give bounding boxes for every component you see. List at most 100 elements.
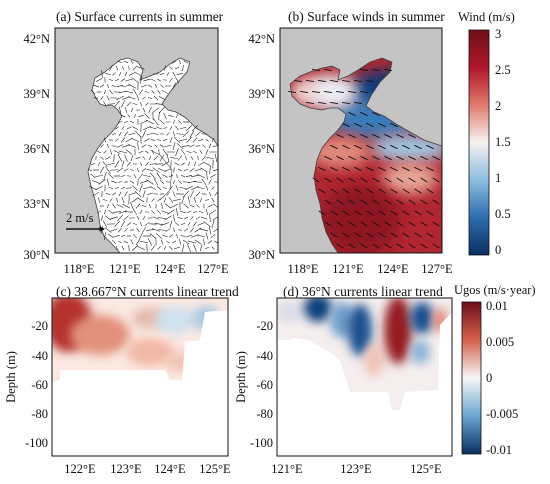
current-vector	[210, 233, 216, 239]
current-vector	[147, 97, 153, 99]
current-vector	[137, 197, 145, 203]
panel-d-lon-ticks: 121°E 123°E 125°E	[271, 462, 442, 476]
lon-tick: 124°E	[377, 262, 409, 276]
current-vector	[162, 127, 168, 129]
current-vector	[210, 174, 216, 178]
current-vector	[191, 175, 199, 177]
lon-tick: 118°E	[288, 262, 319, 276]
current-vector	[142, 130, 146, 138]
current-vector	[131, 126, 139, 130]
current-vector	[161, 90, 169, 94]
current-vector	[157, 216, 167, 220]
wind-vector	[390, 166, 398, 172]
wind-vector	[378, 232, 386, 238]
current-vector	[129, 120, 135, 124]
lat-tick: 36°N	[23, 142, 50, 156]
current-vector	[146, 192, 154, 196]
lat-tick: 39°N	[248, 87, 275, 101]
wind-vector	[396, 221, 404, 227]
current-vector	[212, 168, 218, 172]
current-vector	[146, 132, 154, 136]
current-vector	[162, 234, 168, 238]
wind-colorbar-title: Wind (m/s)	[458, 10, 515, 24]
current-vector	[203, 162, 211, 166]
current-vector	[113, 150, 121, 154]
current-vector	[107, 233, 115, 239]
current-vector	[153, 155, 159, 161]
ugos-tick: 0.005	[486, 335, 514, 349]
current-vector	[141, 167, 147, 173]
current-vector	[161, 203, 163, 209]
current-vector	[211, 246, 215, 250]
current-vector	[149, 155, 151, 161]
current-vector	[184, 216, 188, 220]
current-vector	[115, 138, 119, 142]
current-vector	[193, 221, 197, 227]
current-vector	[122, 85, 130, 87]
wind-vector	[378, 210, 386, 216]
current-vector	[194, 227, 202, 233]
current-vector	[198, 210, 204, 214]
current-vector	[192, 211, 198, 213]
current-vector	[111, 85, 117, 87]
current-vector	[172, 120, 176, 124]
current-vector	[196, 204, 200, 208]
current-vector	[208, 192, 212, 196]
panel-b-lon-ticks: 118°E 121°E 124°E 127°E	[288, 262, 454, 276]
current-vector	[126, 126, 132, 130]
current-vector	[206, 208, 208, 216]
current-vector	[127, 114, 131, 118]
depth-tick: -100	[25, 436, 48, 450]
wind-vector	[396, 243, 404, 249]
current-vector	[131, 245, 139, 251]
current-vector	[114, 220, 120, 228]
current-vector	[159, 106, 165, 114]
current-vector	[125, 107, 127, 113]
current-vector	[106, 95, 110, 101]
wind-vector	[323, 68, 333, 72]
wind-vector	[360, 155, 368, 161]
wind-vector	[359, 68, 369, 72]
current-vector	[121, 126, 125, 130]
wind-vector	[390, 122, 398, 128]
depth-tick: -20	[31, 319, 48, 333]
current-vector	[147, 84, 153, 88]
wind-vector	[408, 133, 416, 139]
current-vector	[126, 175, 132, 177]
current-vector	[176, 233, 178, 239]
current-vector	[146, 229, 154, 231]
wind-vector	[342, 166, 350, 172]
current-vector	[139, 232, 143, 240]
current-vector	[126, 101, 132, 107]
current-vector	[191, 124, 199, 132]
wind-vector	[366, 144, 374, 150]
current-vector	[127, 144, 137, 148]
current-vector	[142, 187, 152, 189]
current-vector	[189, 144, 195, 148]
current-vector	[92, 191, 100, 197]
current-vector	[166, 240, 170, 244]
current-vector	[183, 203, 189, 209]
current-vector	[98, 179, 106, 185]
lat-tick: 30°N	[248, 248, 275, 262]
current-vector	[151, 198, 155, 202]
current-vector	[150, 78, 156, 82]
current-vector	[185, 125, 193, 131]
current-vector	[142, 190, 146, 198]
current-vector	[172, 131, 176, 137]
current-vector	[194, 168, 202, 172]
current-vector	[154, 223, 164, 225]
current-vector	[163, 197, 167, 203]
panel-d-frame	[276, 297, 453, 457]
wind-vector	[336, 155, 344, 161]
wind-vector	[354, 188, 362, 194]
wind-vector	[432, 177, 440, 183]
current-vector	[180, 235, 186, 237]
current-vector	[212, 145, 218, 147]
panel-c-lon-ticks: 122°E 123°E 124°E 125°E	[64, 462, 231, 476]
current-vector	[205, 185, 209, 191]
current-vector	[115, 126, 119, 130]
current-vector	[153, 133, 159, 135]
current-vector	[132, 223, 138, 225]
current-vector	[138, 89, 144, 95]
